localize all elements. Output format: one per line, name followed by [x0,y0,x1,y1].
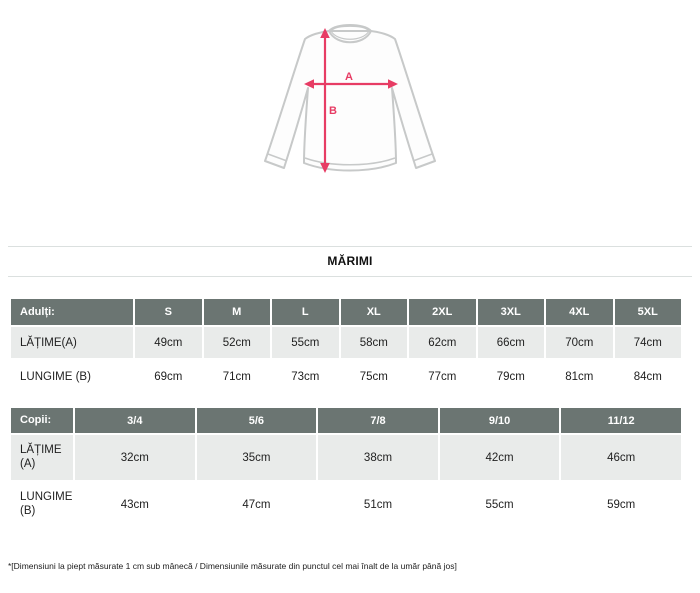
measure-label-a: A [345,71,353,83]
value-cell: 73cm [272,360,339,393]
children-header-row: Copii: 3/4 5/6 7/8 9/10 11/12 [11,408,681,433]
row-label: LUNGIME (B) [11,360,133,393]
value-cell: 77cm [409,360,476,393]
shirt-measurement-diagram: A B [230,10,470,190]
adults-size-col: L [272,299,339,325]
value-cell: 66cm [477,327,544,358]
children-size-table: Copii: 3/4 5/6 7/8 9/10 11/12 LĂȚIME (A)… [9,406,683,529]
long-sleeve-shirt-icon: A B [264,24,436,173]
value-cell: 69cm [135,360,202,393]
children-size-col: 7/8 [318,408,438,433]
value-cell: 35cm [196,435,317,480]
value-cell: 43cm [75,482,195,527]
children-row-header: Copii: [11,408,73,433]
children-size-col: 11/12 [561,408,681,433]
value-cell: 70cm [546,327,613,358]
row-label: LĂȚIME (A) [11,435,73,480]
value-cell: 52cm [203,327,270,358]
value-cell: 49cm [135,327,202,358]
value-cell: 81cm [546,360,613,393]
adults-size-col: 5XL [614,299,681,325]
adults-size-col: 2XL [409,299,476,325]
row-label: LĂȚIME(A) [11,327,133,358]
value-cell: 75cm [340,360,407,393]
value-cell: 55cm [272,327,339,358]
section-title-text: MĂRIMI [327,254,373,268]
adults-size-col: M [203,299,270,325]
value-cell: 46cm [561,435,681,480]
value-cell: 58cm [340,327,407,358]
children-width-row: LĂȚIME (A) 32cm 35cm 38cm 42cm 46cm [11,435,681,480]
value-cell: 84cm [614,360,681,393]
adults-row-header: Adulți: [11,299,133,325]
value-cell: 38cm [318,435,438,480]
sizes-section-header: MĂRIMI [8,246,692,277]
adults-size-col: XL [340,299,407,325]
measure-label-b: B [329,105,337,117]
adults-size-col: 4XL [546,299,613,325]
value-cell: 32cm [75,435,195,480]
row-label: LUNGIME (B) [11,482,73,527]
adults-header-row: Adulți: S M L XL 2XL 3XL 4XL 5XL [11,299,681,325]
value-cell: 62cm [409,327,476,358]
adults-width-row: LĂȚIME(A) 49cm 52cm 55cm 58cm 62cm 66cm … [11,327,681,358]
value-cell: 74cm [614,327,681,358]
value-cell: 47cm [196,482,317,527]
value-cell: 71cm [203,360,270,393]
adults-size-table: Adulți: S M L XL 2XL 3XL 4XL 5XL LĂȚIME(… [9,297,683,395]
adults-size-col: 3XL [477,299,544,325]
children-size-col: 3/4 [75,408,195,433]
value-cell: 55cm [439,482,560,527]
length-measure-arrow [320,28,330,173]
value-cell: 42cm [439,435,560,480]
adults-size-col: S [135,299,202,325]
measurement-footnote: *[Dimensiuni la piept măsurate 1 cm sub … [8,561,457,571]
children-size-col: 5/6 [196,408,317,433]
children-size-col: 9/10 [439,408,560,433]
children-length-row: LUNGIME (B) 43cm 47cm 51cm 55cm 59cm [11,482,681,527]
adults-length-row: LUNGIME (B) 69cm 71cm 73cm 75cm 77cm 79c… [11,360,681,393]
value-cell: 79cm [477,360,544,393]
value-cell: 59cm [561,482,681,527]
value-cell: 51cm [318,482,438,527]
